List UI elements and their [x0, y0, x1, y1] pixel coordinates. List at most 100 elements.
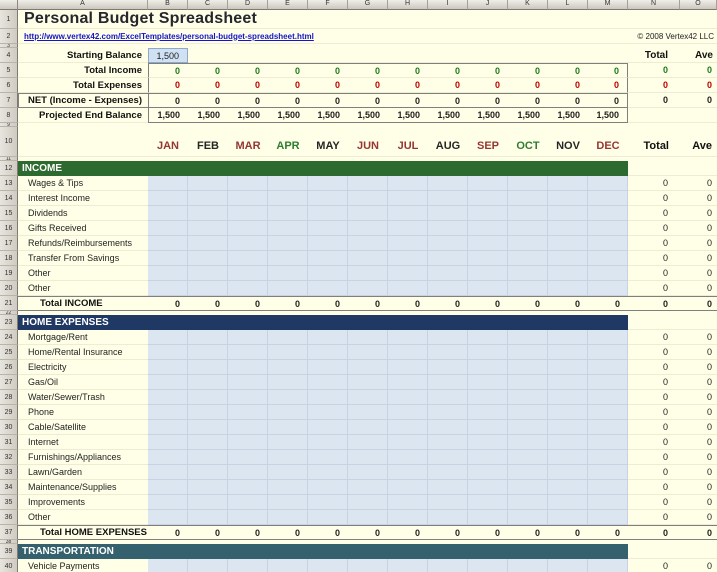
cell-B31[interactable] [148, 435, 188, 450]
cell-C35[interactable] [188, 495, 228, 510]
cell-J6[interactable]: 0 [468, 78, 508, 93]
cell-H30[interactable] [388, 420, 428, 435]
cell-L26[interactable] [548, 360, 588, 375]
cell-H33[interactable] [388, 465, 428, 480]
cell-L13[interactable] [548, 176, 588, 191]
cell-K27[interactable] [508, 375, 548, 390]
cell-K4[interactable] [508, 48, 548, 63]
cell-G28[interactable] [348, 390, 388, 405]
cell-C31[interactable] [188, 435, 228, 450]
cell-G32[interactable] [348, 450, 388, 465]
cell-J32[interactable] [468, 450, 508, 465]
cell-F4[interactable] [308, 48, 348, 63]
cell-I32[interactable] [428, 450, 468, 465]
cell-E30[interactable] [268, 420, 308, 435]
cell-C5[interactable]: 0 [188, 63, 228, 78]
cell-L25[interactable] [548, 345, 588, 360]
cell-J28[interactable] [468, 390, 508, 405]
total-column-header[interactable]: Total [628, 127, 680, 157]
row-header-29[interactable]: 29 [0, 405, 18, 420]
row-header-25[interactable]: 25 [0, 345, 18, 360]
cell-M35[interactable] [588, 495, 628, 510]
cell-D18[interactable] [228, 251, 268, 266]
cell-K7[interactable]: 0 [508, 93, 548, 108]
cell-E26[interactable] [268, 360, 308, 375]
cell-J24[interactable] [468, 330, 508, 345]
cell-G6[interactable]: 0 [348, 78, 388, 93]
cell-M28[interactable] [588, 390, 628, 405]
cell-D4[interactable] [228, 48, 268, 63]
column-header-H[interactable]: H [388, 0, 428, 10]
cell-D33[interactable] [228, 465, 268, 480]
cell-B15[interactable] [148, 206, 188, 221]
cell-D35[interactable] [228, 495, 268, 510]
cell-B18[interactable] [148, 251, 188, 266]
cell-H27[interactable] [388, 375, 428, 390]
cell-F5[interactable]: 0 [308, 63, 348, 78]
cell-F29[interactable] [308, 405, 348, 420]
cell-A10[interactable] [18, 127, 148, 157]
cell-G29[interactable] [348, 405, 388, 420]
cell-G18[interactable] [348, 251, 388, 266]
cell-D34[interactable] [228, 480, 268, 495]
cell-G35[interactable] [348, 495, 388, 510]
cell-G7[interactable]: 0 [348, 93, 388, 108]
cell-B32[interactable] [148, 450, 188, 465]
month-header-feb[interactable]: FEB [188, 127, 228, 157]
cell-H7[interactable]: 0 [388, 93, 428, 108]
cell-M30[interactable] [588, 420, 628, 435]
cell-I16[interactable] [428, 221, 468, 236]
cell-E35[interactable] [268, 495, 308, 510]
cell-G30[interactable] [348, 420, 388, 435]
column-header-F[interactable]: F [308, 0, 348, 10]
cell-J26[interactable] [468, 360, 508, 375]
cell-I6[interactable]: 0 [428, 78, 468, 93]
cell-D30[interactable] [228, 420, 268, 435]
cell-E32[interactable] [268, 450, 308, 465]
cell-D16[interactable] [228, 221, 268, 236]
cell-E17[interactable] [268, 236, 308, 251]
cell-J20[interactable] [468, 281, 508, 296]
cell-L24[interactable] [548, 330, 588, 345]
cell-J27[interactable] [468, 375, 508, 390]
cell-L30[interactable] [548, 420, 588, 435]
cell-F40[interactable] [308, 559, 348, 572]
cell-G19[interactable] [348, 266, 388, 281]
column-header-G[interactable]: G [348, 0, 388, 10]
cell-M16[interactable] [588, 221, 628, 236]
row-header-30[interactable]: 30 [0, 420, 18, 435]
cell-D15[interactable] [228, 206, 268, 221]
row-header-11[interactable]: 11 [0, 157, 18, 161]
cell-H16[interactable] [388, 221, 428, 236]
cell-F27[interactable] [308, 375, 348, 390]
cell-C33[interactable] [188, 465, 228, 480]
row-header-21[interactable]: 21 [0, 296, 18, 311]
cell-B35[interactable] [148, 495, 188, 510]
cell-G24[interactable] [348, 330, 388, 345]
cell-I31[interactable] [428, 435, 468, 450]
cell-G14[interactable] [348, 191, 388, 206]
cell-E29[interactable] [268, 405, 308, 420]
cell-B16[interactable] [148, 221, 188, 236]
cell-I25[interactable] [428, 345, 468, 360]
cell-J18[interactable] [468, 251, 508, 266]
cell-K16[interactable] [508, 221, 548, 236]
cell-H19[interactable] [388, 266, 428, 281]
cell-F20[interactable] [308, 281, 348, 296]
row-header-37[interactable]: 37 [0, 525, 18, 540]
cell-M6[interactable]: 0 [588, 78, 628, 93]
cell-M31[interactable] [588, 435, 628, 450]
cell-F31[interactable] [308, 435, 348, 450]
cell-I28[interactable] [428, 390, 468, 405]
cell-B19[interactable] [148, 266, 188, 281]
cell-K36[interactable] [508, 510, 548, 525]
cell-K17[interactable] [508, 236, 548, 251]
cell-C34[interactable] [188, 480, 228, 495]
cell-F26[interactable] [308, 360, 348, 375]
cell-K33[interactable] [508, 465, 548, 480]
cell-J30[interactable] [468, 420, 508, 435]
cell-B5[interactable]: 0 [148, 63, 188, 78]
cell-D32[interactable] [228, 450, 268, 465]
cell-K25[interactable] [508, 345, 548, 360]
cell-K29[interactable] [508, 405, 548, 420]
